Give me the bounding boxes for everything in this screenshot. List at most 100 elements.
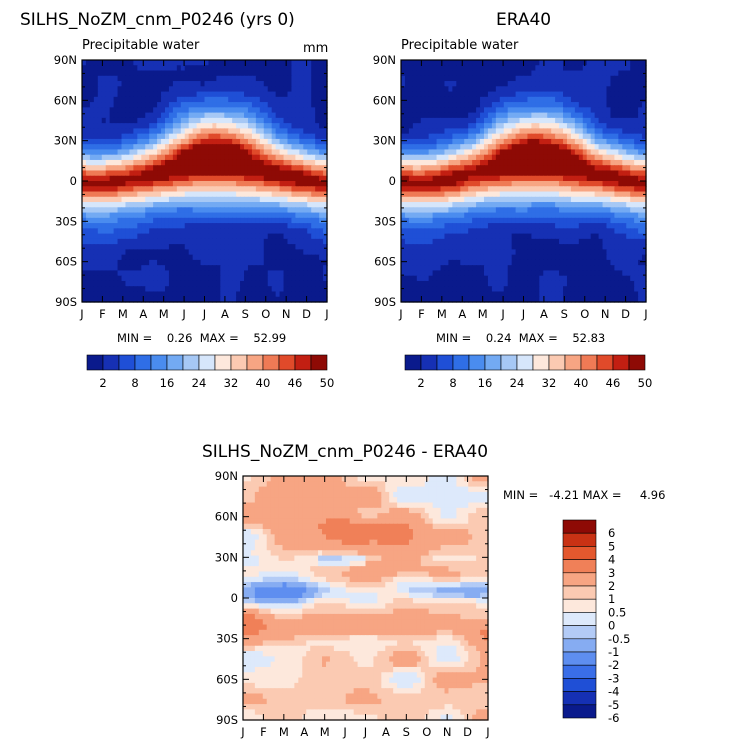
model-cell (263, 165, 269, 172)
obs-cell (531, 117, 536, 124)
model-cell (323, 280, 328, 287)
obs-cell (487, 102, 493, 108)
model-cell (93, 202, 99, 208)
model-cell (307, 212, 312, 219)
model-cell (299, 181, 304, 187)
model-cell (291, 249, 296, 256)
model-cell (133, 286, 138, 293)
model-cell (89, 238, 95, 245)
model-cell (263, 291, 269, 298)
model-cell (200, 291, 206, 298)
obs-cell (594, 149, 600, 156)
model-xtick-label: J (202, 307, 206, 321)
obs-cell (618, 81, 623, 87)
obs-cell (559, 228, 564, 235)
obs-cell (476, 144, 481, 151)
model-cell (176, 249, 182, 256)
obs-cell (420, 228, 426, 235)
model-cell (295, 280, 300, 287)
model-cell (121, 165, 127, 172)
obs-cell (642, 212, 647, 219)
model-cell (129, 60, 134, 66)
obs-cell (555, 91, 560, 98)
model-cell (307, 81, 312, 87)
obs-cell (428, 102, 434, 108)
obs-cell (638, 117, 643, 124)
obs-cell (570, 186, 576, 193)
model-cell (236, 223, 241, 229)
model-cell (113, 186, 119, 193)
model-cell (299, 228, 304, 235)
obs-cell (551, 202, 556, 208)
model-cell (192, 170, 198, 177)
obs-cell (416, 196, 422, 203)
model-cell (97, 223, 103, 229)
model-cell (244, 296, 249, 303)
model-cell (164, 91, 170, 98)
obs-cell (476, 207, 481, 214)
obs-cell (566, 128, 572, 135)
model-cell (255, 191, 261, 198)
obs-cell (483, 212, 489, 219)
model-cell (236, 280, 241, 287)
obs-cell (535, 170, 540, 177)
model-cell (196, 60, 202, 66)
model-cell (275, 275, 281, 282)
model-cell (240, 107, 245, 114)
model-cell (251, 159, 257, 166)
model-cell (319, 75, 324, 82)
model-cell (295, 286, 300, 293)
obs-cell (432, 181, 438, 187)
model-cell (315, 191, 320, 198)
model-cell (172, 102, 178, 108)
obs-cell (495, 191, 501, 198)
model-cell (117, 165, 123, 172)
model-cell (208, 107, 213, 114)
model-cell (323, 133, 328, 140)
obs-cell (456, 212, 461, 219)
obs-cell (452, 112, 457, 119)
model-cell (283, 186, 289, 193)
model-cell (275, 117, 281, 124)
obs-cell (547, 212, 552, 219)
obs-cell (515, 202, 521, 208)
obs-cell (436, 86, 442, 93)
obs-cell (618, 117, 623, 124)
obs-cell (630, 65, 635, 72)
model-cell (105, 259, 111, 266)
model-cell (216, 186, 221, 193)
model-cell (319, 296, 324, 303)
obs-cell (543, 117, 548, 124)
obs-cell (622, 149, 627, 156)
obs-cell (416, 233, 422, 240)
model-cell (299, 154, 304, 161)
model-cell (105, 65, 111, 72)
obs-cell (456, 191, 461, 198)
model-cell (228, 296, 233, 303)
obs-cell (551, 207, 556, 214)
obs-cell (555, 138, 560, 145)
model-cell (216, 249, 221, 256)
model-cell (153, 270, 158, 277)
model-cell (283, 223, 289, 229)
obs-cell (464, 217, 469, 224)
obs-cell (574, 191, 580, 198)
model-cell (101, 212, 107, 219)
obs-cell (559, 212, 564, 219)
obs-cell (618, 96, 623, 103)
model-cell (161, 128, 166, 135)
model-cell (251, 191, 257, 198)
model-cell (157, 138, 162, 145)
obs-cell (519, 181, 525, 187)
obs-cell (598, 86, 604, 93)
model-cell (236, 228, 241, 235)
obs-cell (448, 207, 453, 214)
obs-cell (491, 170, 497, 177)
model-cell (137, 254, 142, 261)
model-cell (323, 223, 328, 229)
model-cell (85, 123, 91, 129)
model-cell (236, 81, 241, 87)
obs-cell (594, 86, 600, 93)
obs-cell (472, 149, 477, 156)
obs-cell (523, 159, 529, 166)
